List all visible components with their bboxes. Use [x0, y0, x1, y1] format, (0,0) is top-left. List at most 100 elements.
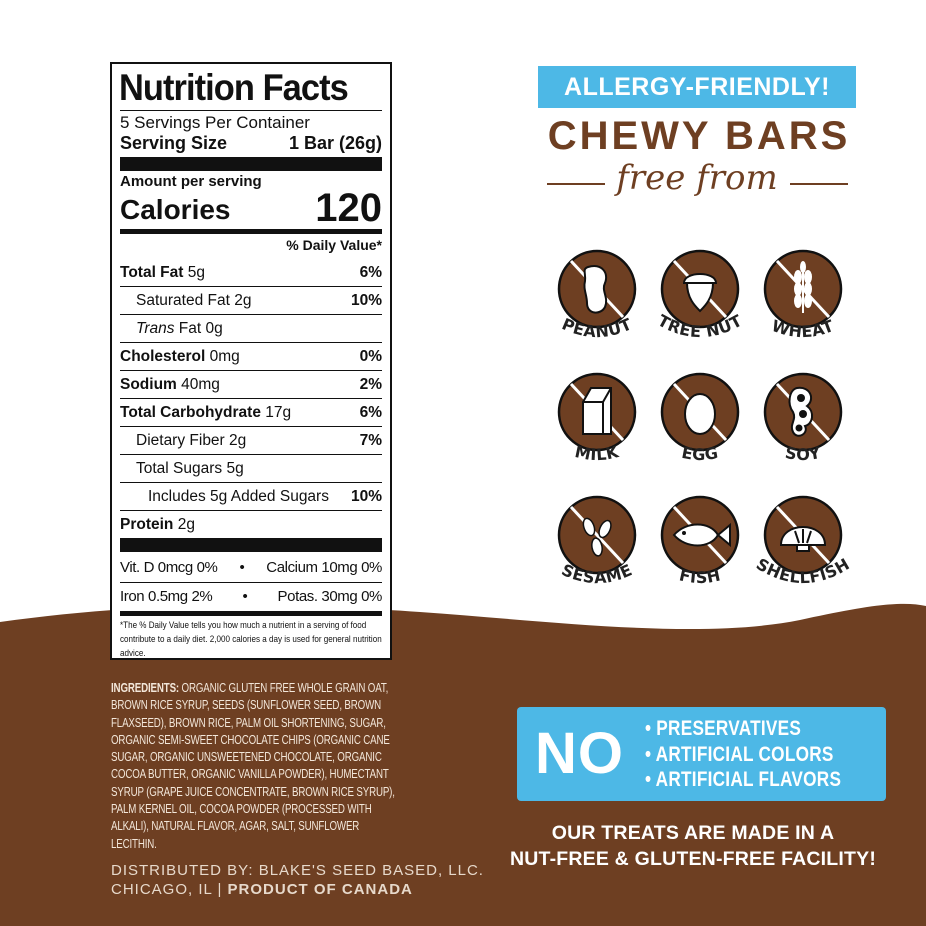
nutrient-name: Dietary Fiber — [136, 432, 225, 449]
milk-carton-icon — [582, 387, 612, 435]
nutrient-rows: Total Fat 5g 6% Saturated Fat 2g 10% Trans F… — [120, 259, 382, 538]
serving-size-value: 1 Bar (26g) — [288, 133, 382, 153]
nutrient-label-group: Saturated Fat 2g — [120, 287, 251, 314]
serving-size-label: Serving Size — [120, 133, 228, 153]
nutrient-dv: 6% — [359, 264, 382, 281]
nutrient-label-group: Cholesterol 0mg — [120, 343, 240, 370]
daily-value-header: % Daily Value* — [286, 237, 382, 253]
allergen-label: FISH — [678, 565, 723, 587]
nutrient-amount: 5g — [222, 460, 244, 477]
nutrient-label-group: Sodium 40mg — [120, 371, 220, 398]
product-title: CHEWY BARS — [547, 114, 851, 158]
nutrient-label-group: Total Fat 5g — [120, 259, 205, 286]
egg-icon — [684, 393, 716, 435]
thick-divider — [120, 538, 382, 552]
sesame-icon — [582, 517, 612, 557]
nutrient-row: Total Sugars 5g — [120, 454, 382, 482]
nutrient-name: Includes 5g Added Sugars — [148, 488, 329, 505]
calories-value: 120 — [315, 186, 382, 230]
allergen-sesame: SESAME — [557, 495, 637, 587]
nutrient-row: Cholesterol 0mg 0% — [120, 342, 382, 370]
nutrient-amount: 0mg — [205, 348, 240, 365]
nutrient-dv: 6% — [359, 404, 382, 421]
fish-icon — [672, 522, 731, 548]
facility-line-2: NUT-FREE & GLUTEN-FREE FACILITY! — [509, 848, 877, 870]
vitamin-right: Potas. 30mg 0% — [277, 588, 383, 605]
shell-icon — [779, 526, 827, 552]
nutrient-amount: 2g — [229, 292, 252, 309]
nutrient-dv: 2% — [359, 376, 382, 393]
nutrient-row: Total Fat 5g 6% — [120, 259, 382, 286]
nutrient-name: Sodium — [120, 376, 177, 393]
vitamin-left: Iron 0.5mg 2% — [120, 588, 213, 605]
nutrient-amount: 40mg — [176, 376, 220, 393]
bullet: • — [242, 588, 248, 605]
soybean-icon — [788, 386, 813, 437]
product-origin: PRODUCT OF CANADA — [227, 880, 413, 898]
vitamin-left: Vit. D 0mcg 0% — [120, 559, 218, 576]
city: CHICAGO, IL | — [111, 880, 228, 898]
allergy-friendly-badge: ALLERGY-FRIENDLY! — [538, 66, 856, 108]
bullet: • — [239, 559, 245, 576]
wheat-icon — [794, 261, 812, 313]
nutrient-row: Saturated Fat 2g 10% — [120, 286, 382, 314]
facility-line-1: OUR TREATS ARE MADE IN A — [551, 822, 835, 844]
vitamin-row: Vit. D 0mcg 0% • Calcium 10mg 0% — [120, 554, 382, 582]
distributed-by: DISTRIBUTED BY: BLAKE'S SEED BASED, LLC. — [111, 861, 484, 879]
nutrient-amount: 2g — [173, 516, 195, 533]
nutrient-name: Saturated Fat — [136, 292, 230, 309]
facility-statement: OUR TREATS ARE MADE IN A NUT-FREE & GLUT… — [463, 820, 923, 872]
nutrient-label-group: Total Carbohydrate 17g — [120, 399, 291, 426]
allergen-soy: SOY — [763, 372, 843, 464]
medium-divider — [120, 611, 382, 616]
no-item: • PRESERVATIVES — [645, 717, 802, 740]
allergen-label: SOY — [784, 443, 823, 464]
ingredients-section: INGREDIENTS: ORGANIC GLUTEN FREE WHOLE G… — [111, 680, 484, 899]
nutrient-dv: 0% — [359, 348, 382, 365]
allergen-tree-nut: TREE NUT — [655, 249, 745, 341]
nutrient-row: Dietary Fiber 2g 7% — [120, 426, 382, 454]
nutrition-title: Nutrition Facts — [119, 67, 349, 108]
nutrient-dv: 7% — [359, 432, 382, 449]
vitamin-rows: Vit. D 0mcg 0% • Calcium 10mg 0% Iron 0.5mg… — [120, 554, 382, 611]
acorn-icon — [682, 273, 718, 313]
thick-divider — [120, 157, 382, 171]
free-from-subtitle: free from — [616, 158, 778, 198]
allergen-milk: MILK — [557, 372, 637, 464]
nutrient-label-group: Dietary Fiber 2g — [120, 427, 246, 454]
nutrient-name: Cholesterol — [120, 348, 206, 365]
serving-size: Serving Size 1 Bar (26g) — [120, 133, 382, 154]
nutrient-row: Total Carbohydrate 17g 6% — [120, 398, 382, 426]
allergen-label: EGG — [680, 443, 720, 464]
allergen-label: MILK — [573, 442, 621, 464]
nutrient-dv: 10% — [350, 292, 382, 309]
divider-left — [547, 183, 605, 185]
nutrient-name: Protein — [120, 516, 174, 533]
divider-right — [790, 183, 848, 185]
allergen-grid: PEANUT TREE NUT WHEAT MILK EGG SOY SESAM… — [557, 249, 853, 587]
servings-per-container: 5 Servings Per Container — [120, 113, 310, 132]
amount-per-serving: Amount per serving — [120, 173, 262, 190]
ingredients-label: INGREDIENTS: — [111, 681, 180, 695]
nutrient-name: Total Carbohydrate — [120, 404, 261, 421]
nutrient-dv: 10% — [350, 488, 382, 505]
nutrient-label-group: Protein 2g — [120, 511, 195, 538]
no-item: • ARTIFICIAL FLAVORS — [645, 768, 842, 791]
nutrition-facts-label: Nutrition Facts 5 Servings Per Container… — [110, 62, 392, 660]
medium-divider — [120, 229, 382, 234]
nutrient-row: Includes 5g Added Sugars 10% — [120, 482, 382, 510]
allergen-peanut: PEANUT — [557, 249, 637, 341]
nutrient-name: Total Fat — [120, 264, 184, 281]
calories-row: Calories 120 — [120, 186, 382, 230]
nutrient-row: Protein 2g — [120, 510, 382, 538]
nutrient-name: Total Sugars — [136, 460, 223, 477]
vitamin-right: Calcium 10mg 0% — [266, 559, 382, 576]
nutrient-amount: 2g — [224, 432, 247, 449]
allergen-wheat: WHEAT — [763, 249, 843, 341]
nutrient-amount: 5g — [183, 264, 205, 281]
nutrient-label-group: Trans Fat 0g — [120, 315, 223, 342]
nutrient-label-group: Includes 5g Added Sugars — [120, 483, 329, 510]
no-additives-box: NO • PRESERVATIVES • ARTIFICIAL COLORS •… — [517, 707, 886, 801]
allergen-egg: EGG — [660, 372, 740, 464]
